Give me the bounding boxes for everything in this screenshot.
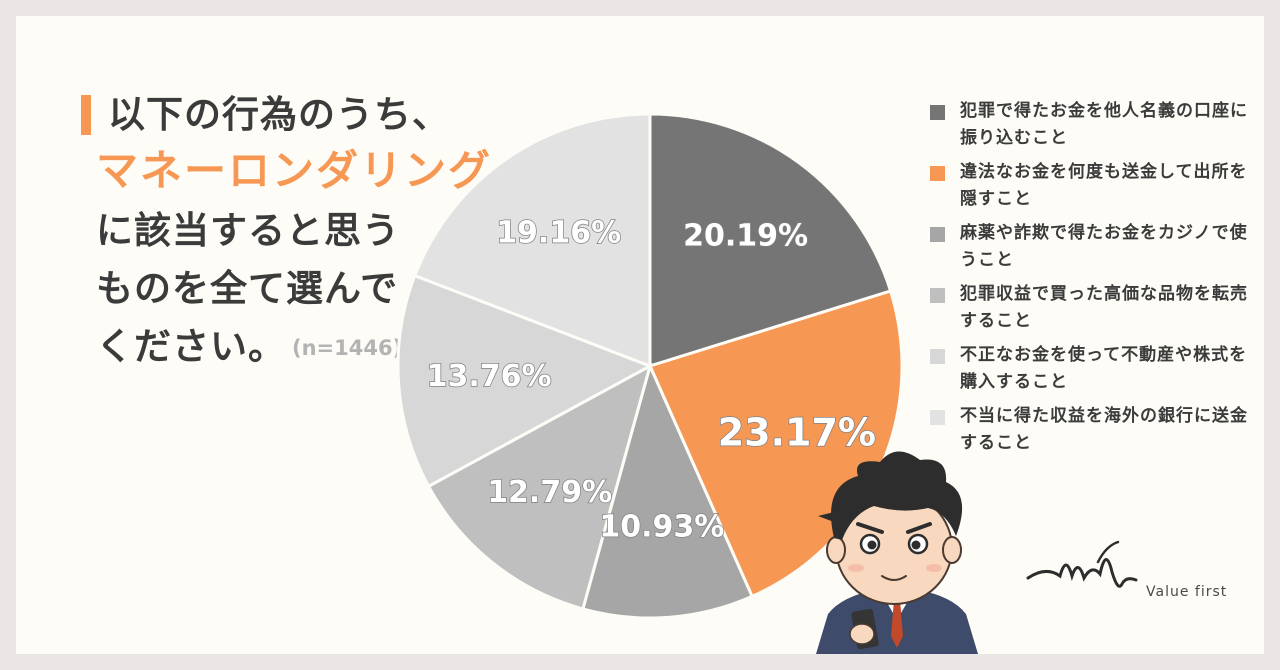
question-line-5-text: ください。 (96, 325, 286, 368)
legend-swatch (930, 105, 945, 120)
legend-label-line: 不正なお金を使って不動産や株式を (960, 345, 1248, 365)
sample-size: (n=1446) (292, 336, 403, 360)
legend-item: 麻薬や詐欺で得たお金をカジノで使 うこと (930, 220, 1264, 281)
legend-swatch (930, 227, 945, 242)
pie-slice-label: 20.19% (683, 219, 808, 254)
legend-item: 犯罪収益で買った高価な品物を転売 すること (930, 281, 1264, 342)
legend-swatch (930, 349, 945, 364)
businessman-mascot-icon (816, 451, 978, 654)
legend-label: 違法なお金を何度も送金して出所を 隠すこと (960, 159, 1264, 213)
pie-slice (581, 361, 755, 620)
question-line-5: ください。 (n=1446) (96, 328, 402, 365)
pie-slice (396, 273, 654, 489)
pie-slice-label: 12.79% (487, 475, 612, 510)
legend-label-line: 麻薬や詐欺で得たお金をカジノで使 (960, 223, 1248, 243)
legend-swatch (930, 288, 945, 303)
pie-slice-label: 19.16% (496, 216, 621, 251)
infographic-card: 以下の行為のうち、 マネーロンダリング に該当すると思う ものを全て選んで くだ… (16, 16, 1264, 654)
question-line-3: に該当すると思う (96, 209, 400, 252)
legend-item: 違法なお金を何度も送金して出所を 隠すこと (930, 159, 1264, 220)
legend-swatch (930, 166, 945, 181)
pie-slice-label: 13.76% (427, 359, 552, 394)
legend-label-line: 隠すこと (960, 189, 1032, 209)
legend-label-line: 違法なお金を何度も送金して出所を (960, 162, 1248, 182)
legend-label: 不当に得た収益を海外の銀行に送金 すること (960, 403, 1264, 457)
pie-slice (648, 112, 893, 369)
pie-slice-label: 10.93% (599, 509, 724, 544)
legend-label: 不正なお金を使って不動産や株式を 購入すること (960, 342, 1264, 396)
legend-label-line: 振り込むこと (960, 128, 1068, 148)
brand-name: Value first (1146, 584, 1228, 600)
legend-label: 麻薬や詐欺で得たお金をカジノで使 うこと (960, 220, 1264, 274)
legend-label: 犯罪で得たお金を他人名義の口座に 振り込むこと (960, 98, 1264, 152)
question-line-1: 以下の行為のうち、 (108, 93, 450, 136)
legend-item: 不正なお金を使って不動産や株式を 購入すること (930, 342, 1264, 403)
legend-label: 犯罪収益で買った高価な品物を転売 すること (960, 281, 1264, 335)
legend-item: 不当に得た収益を海外の銀行に送金 すること (930, 403, 1264, 464)
legend-label-line: すること (960, 311, 1032, 331)
question-line-4: ものを全て選んで (96, 267, 399, 310)
legend-label-line: 不当に得た収益を海外の銀行に送金 (960, 406, 1248, 426)
legend-item: 犯罪で得たお金を他人名義の口座に 振り込むこと (930, 98, 1264, 159)
legend-label-line: 犯罪で得たお金を他人名義の口座に (960, 101, 1248, 121)
value-first-logo (1026, 540, 1138, 588)
legend-label-line: うこと (960, 250, 1014, 270)
legend-swatch (930, 410, 945, 425)
pie-chart: 20.19% 23.17% 10.93%12.79% 13.76% 19.16% (396, 112, 904, 620)
question-highlight: マネーロンダリング (96, 146, 493, 195)
legend: 犯罪で得たお金を他人名義の口座に 振り込むこと 違法なお金を何度も送金して出所を 隠す… (930, 98, 1264, 464)
pie-slice-label: 23.17% (718, 411, 876, 455)
pie-slice (426, 362, 653, 611)
pie-slice (412, 112, 652, 369)
legend-label-line: 購入すること (960, 372, 1068, 392)
title-accent-bar (81, 95, 91, 135)
legend-label-line: 犯罪収益で買った高価な品物を転売 (960, 284, 1248, 304)
legend-label-line: すること (960, 433, 1032, 453)
